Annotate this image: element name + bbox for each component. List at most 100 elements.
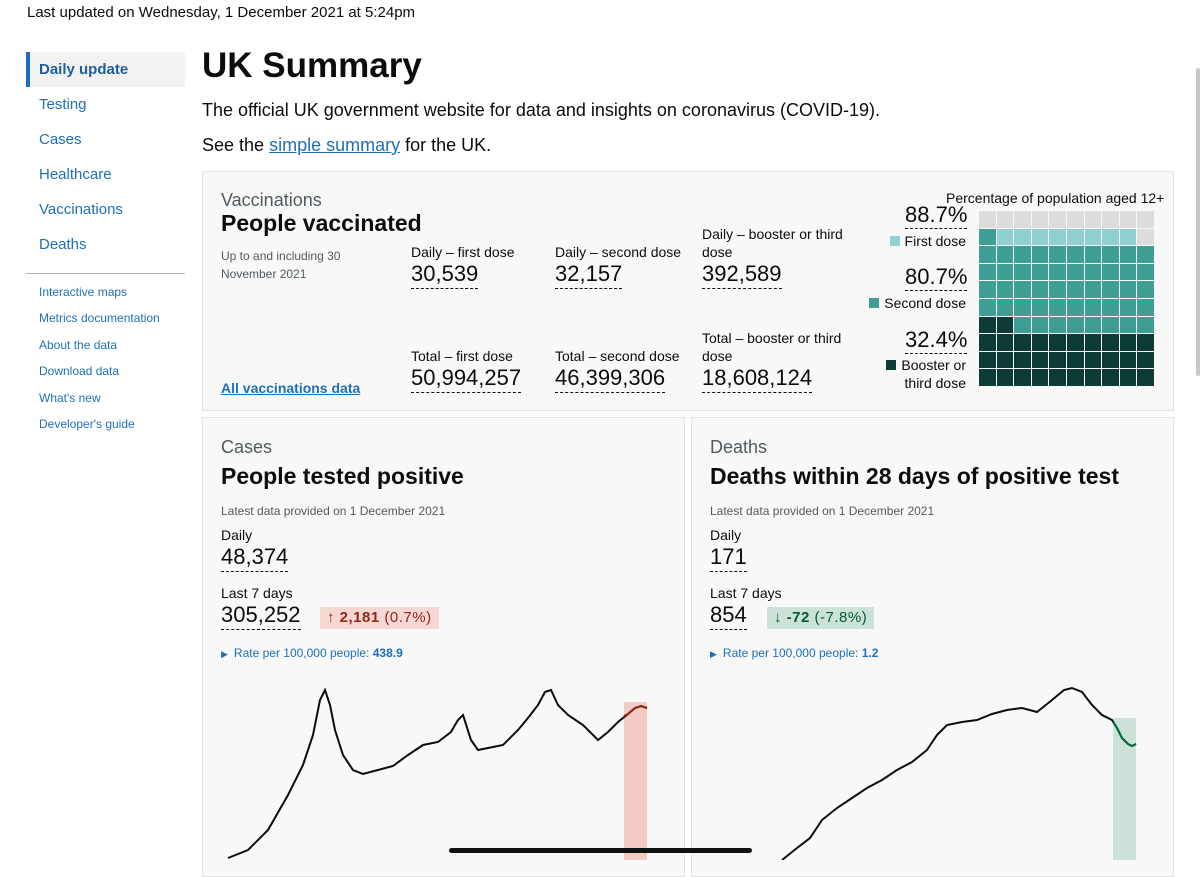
deaths-latest: Latest data provided on 1 December 2021 xyxy=(710,504,935,518)
waffle-cell xyxy=(1066,298,1084,316)
sidebar-item-cases[interactable]: Cases xyxy=(39,131,82,148)
deaths-trend-line xyxy=(781,686,1137,860)
waffle-cell xyxy=(1119,316,1137,334)
waffle-cell xyxy=(1119,369,1137,386)
sidebar-item-vaccinations[interactable]: Vaccinations xyxy=(39,201,123,218)
deaths-week-label: Last 7 days xyxy=(710,585,782,601)
daily-first-dose-value[interactable]: 30,539 xyxy=(411,261,479,289)
daily-second-dose-label: Daily – second dose xyxy=(555,244,682,260)
waffle-cell xyxy=(1137,369,1154,386)
waffle-cell xyxy=(996,351,1014,369)
total-second-dose-value[interactable]: 46,399,306 xyxy=(555,365,666,393)
second-dose-percent[interactable]: 80.7% xyxy=(905,264,968,291)
sidebar-item-deaths[interactable]: Deaths xyxy=(39,236,87,253)
waffle-cell xyxy=(1102,351,1119,369)
waffle-cell xyxy=(996,281,1014,298)
waffle-cell xyxy=(1049,351,1066,369)
cases-week-value[interactable]: 305,252 xyxy=(221,602,301,630)
waffle-cell xyxy=(1066,211,1084,228)
scrollbar[interactable] xyxy=(1196,68,1200,376)
waffle-cell xyxy=(996,246,1014,263)
sidebar-item-healthcare[interactable]: Healthcare xyxy=(39,166,112,183)
total-first-dose-value[interactable]: 50,994,257 xyxy=(411,365,522,393)
vaccinations-category: Vaccinations xyxy=(221,190,322,210)
deaths-card xyxy=(691,417,1174,877)
waffle-cell xyxy=(996,211,1014,228)
cases-daily-label: Daily xyxy=(221,527,253,543)
waffle-cell xyxy=(1137,334,1154,351)
sidebar-item-daily-update[interactable]: Daily update xyxy=(26,52,185,87)
waffle-cell xyxy=(1137,316,1154,334)
cases-card xyxy=(202,417,685,877)
link-metrics-documentation[interactable]: Metrics documentation xyxy=(39,311,160,326)
waffle-cell xyxy=(979,228,996,246)
total-booster-label: Total – booster or third dose xyxy=(702,330,842,364)
link-about-the-data[interactable]: About the data xyxy=(39,337,118,352)
waffle-cell xyxy=(1119,246,1137,263)
waffle-cell xyxy=(1102,316,1119,334)
first-dose-legend-label: First dose xyxy=(904,233,966,249)
cases-daily-value[interactable]: 48,374 xyxy=(221,544,289,572)
waffle-cell xyxy=(1031,298,1049,316)
page-lead: The official UK government website for d… xyxy=(202,100,880,120)
first-dose-swatch xyxy=(889,236,900,246)
link-interactive-maps[interactable]: Interactive maps xyxy=(39,285,128,299)
waffle-cell xyxy=(1049,281,1066,298)
deaths-rate-toggle[interactable]: ▶ Rate per 100,000 people: 1.2 xyxy=(710,646,878,660)
waffle-cell xyxy=(996,334,1014,351)
deaths-change-value: -72 xyxy=(786,609,810,626)
waffle-cell xyxy=(1014,281,1031,298)
waffle-cell xyxy=(1014,298,1031,316)
deaths-recent-line xyxy=(1112,721,1137,748)
sidebar-item-testing[interactable]: Testing xyxy=(39,96,87,113)
waffle-cell xyxy=(1102,211,1119,228)
waffle-cell xyxy=(1137,298,1154,316)
second-dose-swatch xyxy=(869,298,880,308)
waffle-cell xyxy=(979,281,996,298)
daily-booster-value[interactable]: 392,589 xyxy=(702,261,782,289)
waffle-cell xyxy=(1066,369,1084,386)
deaths-change-percent: (-7.8%) xyxy=(814,609,868,626)
waffle-cell xyxy=(1119,351,1137,369)
daily-second-dose-value[interactable]: 32,157 xyxy=(555,261,623,289)
waffle-cell xyxy=(1049,334,1066,351)
triangle-right-icon: ▶ xyxy=(221,649,228,659)
first-dose-percent[interactable]: 88.7% xyxy=(905,202,968,229)
waffle-cell xyxy=(1031,281,1049,298)
booster-percent[interactable]: 32.4% xyxy=(905,327,968,354)
second-dose-legend-label: Second dose xyxy=(884,295,966,311)
link-download-data[interactable]: Download data xyxy=(39,364,120,379)
triangle-right-icon: ▶ xyxy=(710,649,717,659)
waffle-cell xyxy=(1049,228,1066,246)
waffle-cell xyxy=(1137,351,1154,369)
waffle-cell xyxy=(996,263,1014,281)
waffle-cell xyxy=(1102,369,1119,386)
deaths-week-value[interactable]: 854 xyxy=(710,602,747,630)
deaths-daily-value[interactable]: 171 xyxy=(710,544,747,572)
waffle-cell xyxy=(1084,246,1102,263)
cases-rate-toggle[interactable]: ▶ Rate per 100,000 people: 438.9 xyxy=(221,646,403,660)
waffle-cell xyxy=(1014,211,1031,228)
cases-change-value: 2,181 xyxy=(339,609,380,626)
waffle-cell xyxy=(1014,334,1031,351)
waffle-cell xyxy=(996,228,1014,246)
waffle-cell xyxy=(979,334,996,351)
total-first-dose-label: Total – first dose xyxy=(411,348,513,364)
link-developers-guide[interactable]: Developer's guide xyxy=(39,416,135,431)
waffle-cell xyxy=(1102,334,1119,351)
waffle-cell xyxy=(979,369,996,386)
vaccination-waffle-chart xyxy=(979,211,1154,386)
waffle-cell xyxy=(1014,369,1031,386)
total-booster-value[interactable]: 18,608,124 xyxy=(702,365,813,393)
waffle-cell xyxy=(1084,369,1102,386)
all-vaccinations-link[interactable]: All vaccinations data xyxy=(221,380,361,396)
cases-rate-value: 438.9 xyxy=(372,646,403,660)
waffle-cell xyxy=(1049,369,1066,386)
deaths-rate-value: 1.2 xyxy=(861,646,879,660)
booster-swatch xyxy=(886,360,897,370)
link-whats-new[interactable]: What's new xyxy=(39,390,101,405)
deaths-daily-label: Daily xyxy=(710,527,742,543)
simple-summary-line: See the simple summary for the UK. xyxy=(202,135,491,156)
waffle-title: Percentage of population aged 12+ xyxy=(946,190,1165,206)
simple-summary-link[interactable]: simple summary xyxy=(269,135,401,155)
